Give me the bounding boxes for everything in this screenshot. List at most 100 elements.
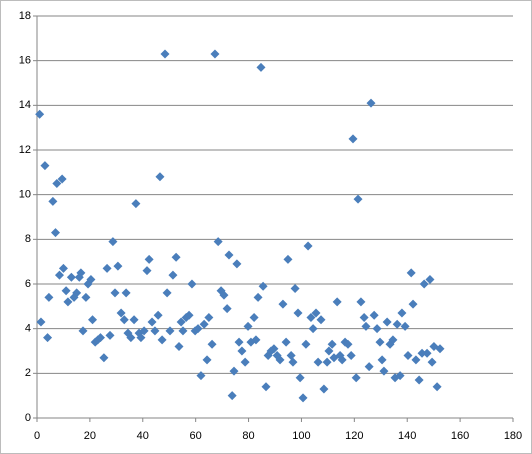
point xyxy=(150,326,160,336)
point xyxy=(346,350,356,360)
x-tick-label: 0 xyxy=(34,430,40,442)
point xyxy=(204,313,214,322)
point xyxy=(210,49,220,59)
point xyxy=(258,281,268,291)
point xyxy=(353,194,363,204)
point xyxy=(408,299,418,309)
point xyxy=(196,371,206,381)
y-tick-label: 8 xyxy=(25,233,31,245)
point xyxy=(372,324,382,334)
point xyxy=(121,288,131,298)
x-tick-label: 100 xyxy=(292,430,310,442)
point xyxy=(435,344,445,354)
point xyxy=(301,339,311,349)
point xyxy=(311,308,321,318)
point xyxy=(136,333,146,343)
x-tick-label: 140 xyxy=(398,430,416,442)
x-tick-label: 80 xyxy=(242,430,254,442)
x-tick-label: 180 xyxy=(504,430,522,442)
point xyxy=(224,250,234,260)
point xyxy=(168,270,178,280)
point xyxy=(162,288,172,298)
x-tick-label: 60 xyxy=(190,430,202,442)
point xyxy=(422,348,432,358)
point xyxy=(359,313,369,322)
point xyxy=(54,270,64,280)
y-tick-label: 10 xyxy=(19,189,31,201)
point xyxy=(113,261,123,271)
point xyxy=(86,275,96,285)
point xyxy=(395,371,405,381)
point xyxy=(253,292,263,302)
point xyxy=(131,199,141,209)
point xyxy=(63,297,73,307)
point xyxy=(237,346,247,356)
point xyxy=(316,315,326,325)
point xyxy=(119,315,129,325)
point xyxy=(213,237,223,247)
point xyxy=(44,292,54,302)
point xyxy=(278,299,288,309)
point xyxy=(222,304,232,314)
point xyxy=(417,348,427,358)
y-tick-label: 4 xyxy=(25,323,31,335)
point xyxy=(403,350,413,360)
y-tick-label: 14 xyxy=(19,99,31,111)
point xyxy=(105,330,115,340)
point xyxy=(275,355,285,365)
point xyxy=(411,355,421,365)
x-tick-label: 160 xyxy=(451,430,469,442)
point xyxy=(229,366,239,376)
point xyxy=(298,393,308,403)
point xyxy=(102,263,112,273)
point xyxy=(351,373,361,383)
point xyxy=(306,313,316,322)
point xyxy=(286,350,296,360)
point xyxy=(251,335,261,345)
point xyxy=(43,333,53,343)
y-tick-label: 6 xyxy=(25,278,31,290)
point xyxy=(364,362,374,372)
point xyxy=(377,355,387,365)
point xyxy=(227,391,237,401)
point xyxy=(116,308,126,318)
point xyxy=(343,339,353,349)
point xyxy=(78,326,88,336)
point xyxy=(108,237,118,247)
point xyxy=(327,339,337,349)
point xyxy=(293,308,303,318)
point xyxy=(425,275,435,285)
point xyxy=(48,196,58,206)
point xyxy=(234,337,244,347)
point xyxy=(322,357,332,367)
point xyxy=(52,179,62,188)
point xyxy=(176,317,186,327)
point xyxy=(308,324,318,334)
point xyxy=(165,326,175,336)
point xyxy=(427,357,437,367)
point xyxy=(269,344,279,354)
point xyxy=(174,342,184,352)
y-tick-label: 0 xyxy=(25,412,31,424)
point xyxy=(144,254,154,264)
point xyxy=(232,259,242,269)
point xyxy=(202,355,212,365)
point xyxy=(414,375,424,385)
point xyxy=(95,333,105,343)
point xyxy=(72,288,82,298)
point xyxy=(256,62,266,72)
point xyxy=(199,319,209,329)
point xyxy=(129,315,139,325)
point xyxy=(249,313,259,322)
point xyxy=(295,373,305,383)
point xyxy=(419,279,429,289)
point xyxy=(283,254,293,264)
point xyxy=(76,268,86,278)
point xyxy=(406,268,416,278)
point xyxy=(184,310,194,320)
point xyxy=(147,317,157,327)
point xyxy=(281,337,291,347)
x-tick-label: 120 xyxy=(345,430,363,442)
